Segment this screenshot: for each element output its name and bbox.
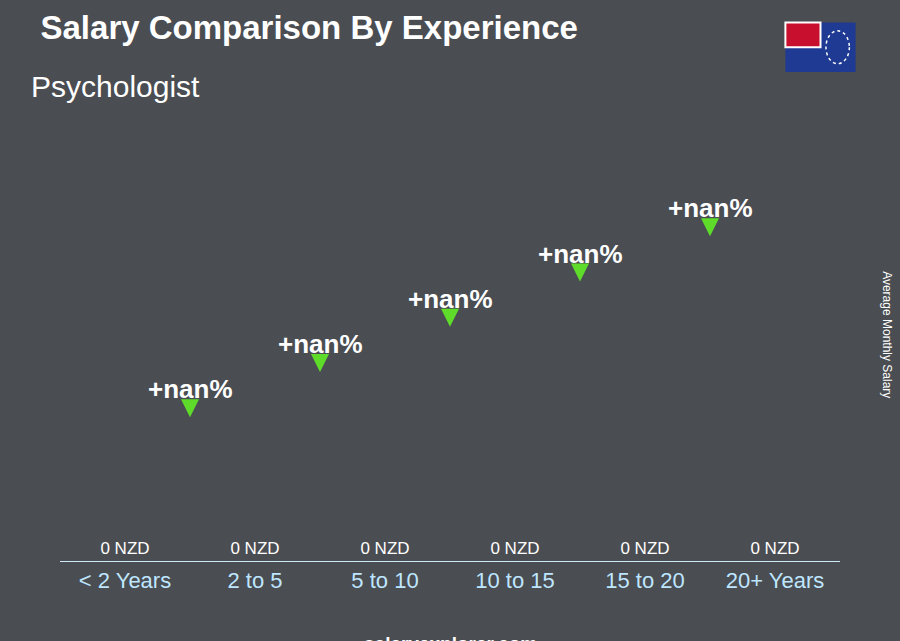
svg-text:Psychologist: Psychologist [31,70,200,103]
svg-text:0 NZD: 0 NZD [620,539,669,558]
svg-text:0 NZD: 0 NZD [490,539,539,558]
svg-text:15 to 20: 15 to 20 [605,568,685,593]
svg-text:0 NZD: 0 NZD [750,539,799,558]
svg-text:0 NZD: 0 NZD [360,539,409,558]
svg-text:20+ Years: 20+ Years [726,568,824,593]
svg-text:Average Monthly Salary: Average Monthly Salary [880,271,894,398]
svg-text:10 to 15: 10 to 15 [475,568,555,593]
svg-text:+nan%: +nan% [148,374,233,404]
svg-text:+nan%: +nan% [408,284,493,314]
svg-text:Salary Comparison By Experienc: Salary Comparison By Experience [41,9,578,46]
svg-text:+nan%: +nan% [538,239,623,269]
svg-text:salaryexplorer.com: salaryexplorer.com [364,633,537,641]
svg-text:+nan%: +nan% [278,329,363,359]
svg-text:5 to 10: 5 to 10 [351,568,418,593]
svg-text:+nan%: +nan% [668,193,753,223]
svg-text:0 NZD: 0 NZD [230,539,279,558]
svg-text:2 to 5: 2 to 5 [227,568,282,593]
svg-text:< 2 Years: < 2 Years [79,568,171,593]
svg-text:0 NZD: 0 NZD [100,539,149,558]
